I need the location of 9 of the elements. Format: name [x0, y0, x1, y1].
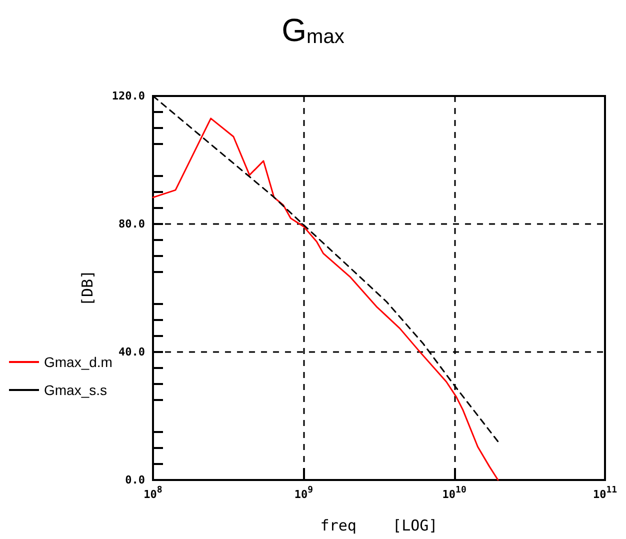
y-tick-label: 120.0: [112, 90, 145, 102]
y-tick-label: 0.0: [125, 474, 145, 486]
chart-title: Gmax: [282, 12, 344, 48]
y-tick-label: 80.0: [118, 218, 145, 230]
y-axis-title: [DB]: [78, 270, 96, 306]
x-axis-title: freq [LOG]: [320, 516, 438, 534]
y-tick-label: 40.0: [118, 346, 145, 358]
legend-label: Gmax_s.s: [44, 382, 108, 398]
legend-label: Gmax_d.m: [44, 354, 112, 370]
